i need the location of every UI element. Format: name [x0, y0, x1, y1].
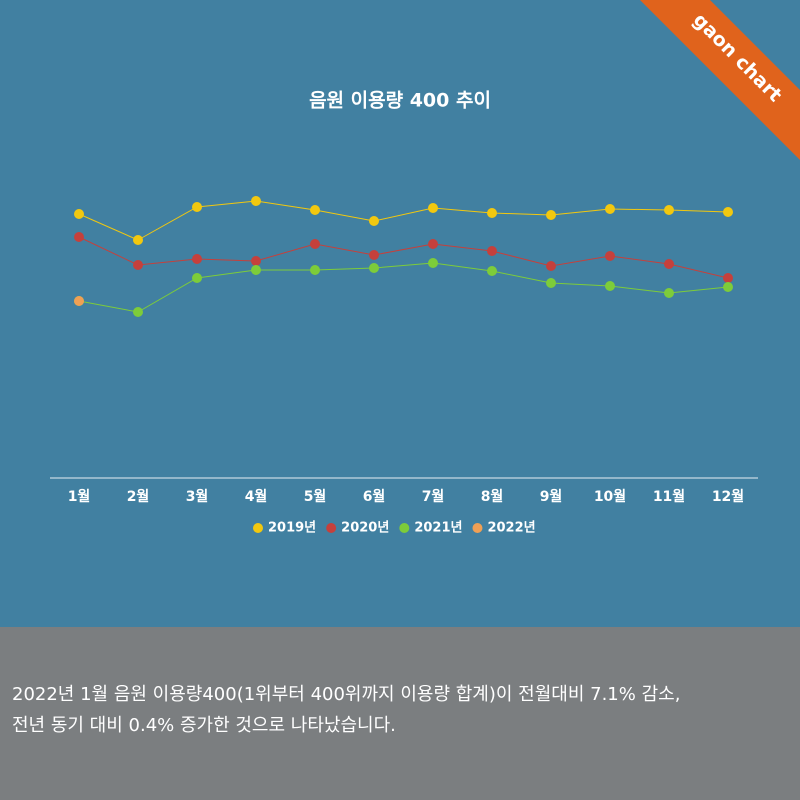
data-point: [605, 204, 615, 214]
data-point: [369, 216, 379, 226]
legend-swatch: [472, 523, 483, 533]
description: 2022년 1월 음원 이용량400(1위부터 400위까지 이용량 합계)이 …: [0, 627, 800, 800]
series-line: [78, 200, 729, 241]
series-line: [78, 236, 729, 279]
data-point: [74, 209, 84, 219]
legend-swatch: [253, 523, 263, 533]
data-point: [428, 258, 438, 268]
data-point: [428, 203, 438, 213]
description-line: 2022년 1월 음원 이용량400(1위부터 400위까지 이용량 합계)이 …: [12, 684, 681, 705]
data-point: [605, 281, 615, 291]
legend-label: 2022년: [487, 521, 535, 536]
badge-ribbon: [640, 0, 800, 160]
legend-swatch: [399, 523, 410, 533]
data-point: [74, 296, 84, 306]
x-tick-label: 2월: [127, 488, 150, 505]
data-point: [133, 307, 143, 317]
x-tick-label: 1월: [68, 488, 91, 505]
data-point: [192, 254, 202, 264]
x-tick-label: 8월: [481, 488, 504, 505]
x-tick-label: 10월: [594, 488, 626, 505]
x-tick-label: 4월: [245, 488, 268, 505]
data-point: [546, 278, 556, 288]
data-point: [74, 232, 84, 242]
x-tick-label: 9월: [540, 488, 563, 505]
data-point: [133, 260, 143, 270]
data-point: [546, 261, 556, 271]
x-tick-label: 12월: [712, 488, 744, 505]
x-tick-label: 11월: [653, 488, 685, 505]
data-point: [310, 239, 320, 249]
data-point: [133, 235, 143, 245]
legend-label: 2019년: [268, 521, 316, 536]
data-point: [487, 266, 497, 276]
data-point: [369, 250, 379, 260]
data-point: [664, 205, 674, 215]
x-tick-label: 7월: [422, 488, 445, 505]
data-point: [310, 265, 320, 275]
chart-title: 음원 이용량 400 추이: [309, 90, 491, 112]
data-point: [310, 205, 320, 215]
x-tick-label: 3월: [186, 488, 209, 505]
data-point: [723, 207, 733, 217]
data-point: [192, 273, 202, 283]
data-point: [723, 282, 733, 292]
legend-label: 2020년: [341, 521, 389, 536]
data-point: [251, 196, 261, 206]
data-point: [192, 202, 202, 212]
data-point: [251, 265, 261, 275]
data-point: [251, 256, 261, 266]
data-point: [487, 246, 497, 256]
x-tick-label: 5월: [304, 488, 327, 505]
data-point: [487, 208, 497, 218]
data-point: [546, 210, 556, 220]
data-point: [605, 251, 615, 261]
data-point: [428, 239, 438, 249]
data-point: [664, 259, 674, 269]
description-line: 전년 동기 대비 0.4% 증가한 것으로 나타났습니다.: [12, 715, 396, 736]
chart: 음원 이용량 400 추이 gaon chart 1월 2월 3월 4월 5월 6월 7월 8…: [50, 0, 800, 536]
data-point: [369, 263, 379, 273]
x-tick-label: 6월: [363, 488, 386, 505]
series-line: [78, 262, 729, 313]
data-point: [664, 288, 674, 298]
data-point: [723, 273, 733, 283]
legend-label: 2021년: [414, 521, 462, 536]
legend-swatch: [326, 523, 337, 533]
